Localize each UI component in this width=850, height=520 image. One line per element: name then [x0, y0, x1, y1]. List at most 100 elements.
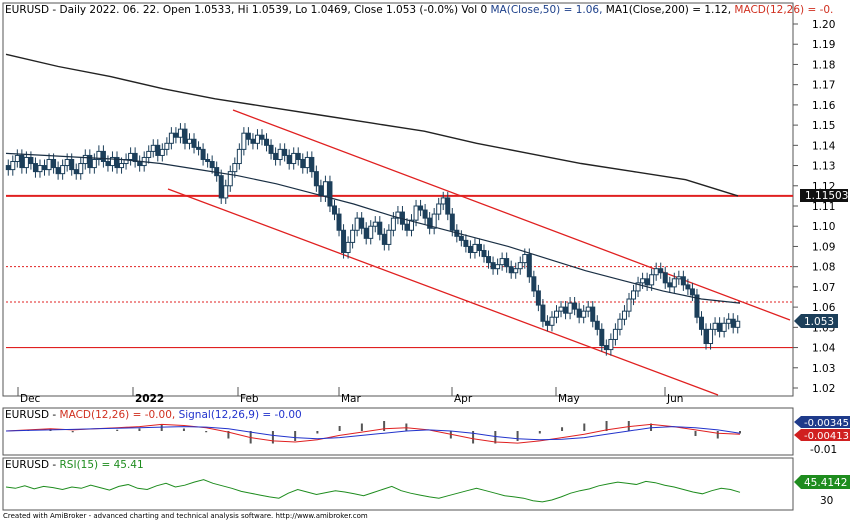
candle-body: [32, 163, 38, 173]
candle-body: [612, 328, 618, 340]
rsi-value-tag: 45.4142 30: [794, 475, 850, 507]
level-tag-bg: [800, 189, 848, 202]
candle: [82, 149, 88, 170]
price-pane-header: EURUSD - Daily 2022. 06. 22. Open 1.0533…: [5, 4, 833, 16]
candle-body: [78, 163, 84, 175]
x-axis-month-label: May: [558, 393, 580, 405]
candle-body: [146, 150, 152, 158]
candle: [563, 301, 569, 320]
candle-body: [191, 138, 197, 148]
y-axis-tick-label: 1.02: [812, 383, 835, 395]
candle-body: [540, 304, 546, 322]
candle: [73, 163, 79, 180]
candle-body: [599, 328, 605, 347]
candle: [694, 288, 700, 324]
candle-body: [409, 219, 415, 231]
candle-body: [413, 205, 419, 221]
candle: [336, 208, 342, 237]
candle: [418, 199, 424, 217]
candle-body: [241, 132, 247, 150]
signal-line: [5, 426, 741, 441]
y-axis-tick-label: 1.07: [812, 282, 835, 294]
candle-body: [14, 154, 20, 163]
candle-body: [377, 221, 383, 235]
candle: [617, 313, 623, 336]
price-tag-label: 1.053: [804, 316, 834, 328]
candle-body: [730, 318, 736, 328]
candle: [594, 315, 600, 336]
macd-line: [5, 423, 741, 444]
candle: [558, 301, 564, 318]
candle-body: [631, 290, 637, 300]
candle-body: [164, 142, 170, 150]
candle-body: [513, 268, 519, 274]
candle: [245, 127, 251, 146]
candle: [313, 165, 319, 192]
candle: [603, 339, 609, 356]
y-axis-tick-label: 1.13: [812, 161, 835, 173]
candle-body: [381, 233, 387, 245]
candle: [128, 147, 134, 166]
candle: [658, 262, 664, 279]
candle-body: [522, 254, 528, 264]
candle: [585, 301, 591, 318]
candle-body: [585, 306, 591, 312]
candle: [341, 224, 347, 259]
candle: [273, 147, 279, 166]
candle-body: [245, 132, 251, 140]
candle-body: [177, 128, 183, 138]
candle: [590, 301, 596, 328]
candle-body: [508, 266, 514, 274]
candle: [137, 155, 143, 172]
candle-body: [449, 213, 455, 231]
candle-body: [526, 254, 532, 278]
candle-body: [386, 229, 392, 245]
rsi-value-label: 45.4142: [804, 477, 847, 489]
candle-body: [517, 262, 523, 270]
macd-pane-header: EURUSD - MACD(12,26) = -0.00, Signal(12,…: [5, 409, 302, 421]
candle-body: [463, 239, 469, 247]
macd-value-bg: [794, 416, 850, 428]
y-axis-tick-label: 1.08: [812, 262, 835, 274]
y-axis-tick-label: 1.11: [812, 201, 835, 213]
candle: [350, 224, 356, 249]
candle-body: [300, 158, 306, 169]
candle-body: [363, 227, 369, 239]
candle-body: [472, 243, 478, 254]
candle: [250, 133, 256, 150]
candle: [649, 268, 655, 291]
candle-body: [96, 150, 102, 160]
candle-body: [304, 156, 310, 169]
candle: [60, 159, 66, 180]
rsi-line: [5, 479, 741, 503]
candle-body: [504, 258, 510, 268]
candle-body: [128, 152, 134, 160]
candle-body: [200, 148, 206, 160]
macd-value-label: -0.00345: [804, 418, 849, 429]
candle: [114, 151, 120, 174]
ma200-line: [5, 53, 739, 197]
y-axis-tick-label: 1.04: [812, 343, 836, 355]
candle-body: [10, 161, 16, 171]
candle-body: [436, 203, 442, 215]
level-tag: 1.11503: [800, 189, 848, 202]
x-axis-month-label: Feb: [240, 393, 259, 405]
candle-body: [150, 144, 156, 152]
candle: [445, 191, 451, 221]
candle: [395, 206, 401, 225]
candle: [440, 191, 446, 211]
rsi-tick-label: 30: [820, 495, 833, 507]
candle-body: [322, 181, 328, 197]
candle-body: [608, 338, 614, 351]
candle: [322, 175, 328, 202]
x-axis-month-label: Dec: [20, 393, 41, 405]
candle: [427, 212, 433, 235]
candle: [23, 151, 29, 174]
x-axis-month-label: Apr: [454, 393, 473, 405]
candle: [14, 149, 20, 168]
candle: [381, 228, 387, 251]
candle: [499, 252, 505, 271]
candle: [150, 139, 156, 158]
candle: [535, 284, 541, 312]
